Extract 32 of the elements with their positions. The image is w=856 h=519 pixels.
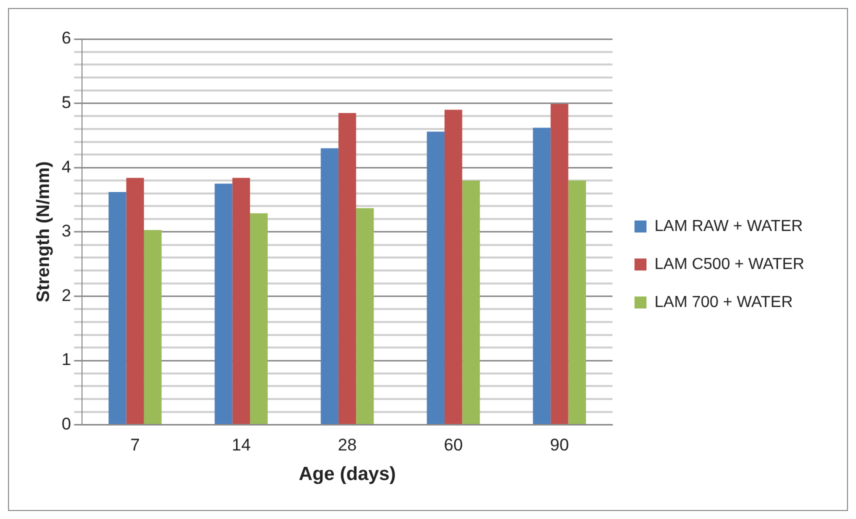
bar: [550, 104, 568, 424]
y-tick-label: 6: [62, 28, 72, 48]
bar: [338, 112, 356, 424]
x-tick-label: 60: [444, 436, 463, 455]
legend-label: LAM C500 + WATER: [654, 256, 804, 273]
y-tick-label: 3: [62, 222, 72, 241]
x-tick-label: 14: [232, 436, 251, 455]
x-tick-label: 7: [130, 436, 140, 455]
legend-label: LAM 700 + WATER: [654, 294, 793, 311]
bar: [126, 178, 144, 424]
bar: [444, 110, 462, 424]
x-tick-label: 90: [550, 436, 569, 455]
bar: [144, 230, 162, 424]
bar: [250, 213, 268, 424]
bar: [426, 132, 445, 424]
bar: [214, 184, 232, 424]
bar: [232, 178, 250, 424]
y-tick-label: 0: [62, 414, 72, 434]
x-axis-title: Age (days): [298, 464, 396, 485]
bar: [356, 208, 374, 424]
legend-label: LAM RAW + WATER: [654, 218, 803, 235]
bar: [568, 180, 586, 424]
x-tick-label: 28: [338, 436, 357, 455]
y-axis-title: Strength (N/mm): [32, 161, 53, 302]
y-tick-label: 2: [62, 286, 72, 305]
y-tick-label: 5: [62, 92, 72, 112]
bar: [108, 192, 126, 424]
bar: [462, 180, 480, 424]
bar: [320, 148, 338, 424]
y-tick-label: 1: [62, 350, 72, 370]
y-tick-label: 4: [62, 157, 72, 176]
bar: [532, 128, 551, 424]
